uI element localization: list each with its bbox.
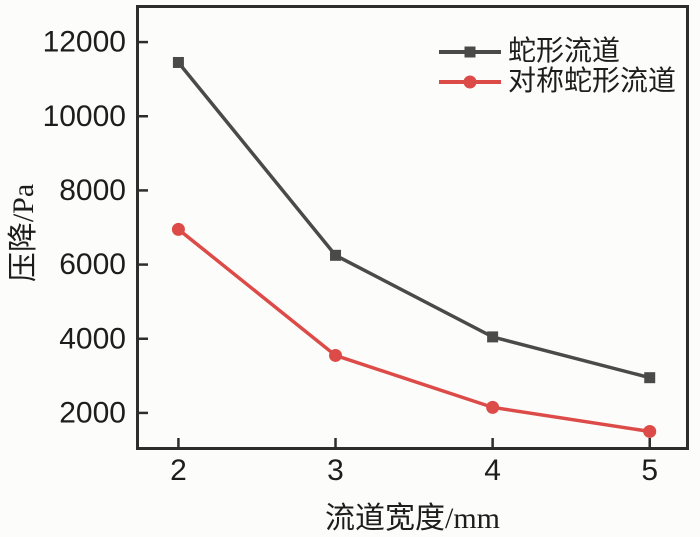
y-axis-title: 压降/Pa (7, 183, 40, 283)
legend-label-symmetric-serpentine: 对称蛇形流道 (508, 66, 677, 97)
data-point-square (330, 249, 342, 261)
legend-circle-marker-icon (439, 75, 501, 89)
y-tick-label: 12000 (43, 26, 126, 59)
data-point-square (172, 56, 184, 68)
x-tick-label: 4 (484, 454, 501, 487)
x-tick-label: 5 (641, 454, 658, 487)
legend: 蛇形流道 对称蛇形流道 (438, 37, 676, 97)
y-tick-label: 10000 (43, 100, 126, 133)
data-point-circle (171, 222, 185, 236)
legend-square-marker-icon (439, 46, 501, 58)
data-point-square (644, 372, 656, 384)
x-tick-label: 2 (170, 454, 187, 487)
legend-label-serpentine: 蛇形流道 (508, 36, 621, 67)
x-tick-label: 3 (327, 454, 344, 487)
y-tick-label: 6000 (59, 248, 126, 281)
y-tick-label: 2000 (59, 396, 126, 429)
legend-item-symmetric-serpentine: 对称蛇形流道 (438, 67, 676, 97)
data-point-square (487, 331, 499, 343)
legend-item-serpentine: 蛇形流道 (438, 37, 676, 67)
data-point-circle (643, 424, 657, 438)
series-line-1 (177, 227, 650, 434)
series-line-0 (177, 61, 651, 380)
data-point-circle (486, 400, 500, 414)
y-tick-label: 8000 (59, 174, 126, 207)
plot-border (136, 5, 689, 450)
y-tick-label: 4000 (59, 322, 126, 355)
data-point-circle (329, 348, 343, 362)
x-axis-title: 流道宽度/mm (324, 502, 500, 535)
